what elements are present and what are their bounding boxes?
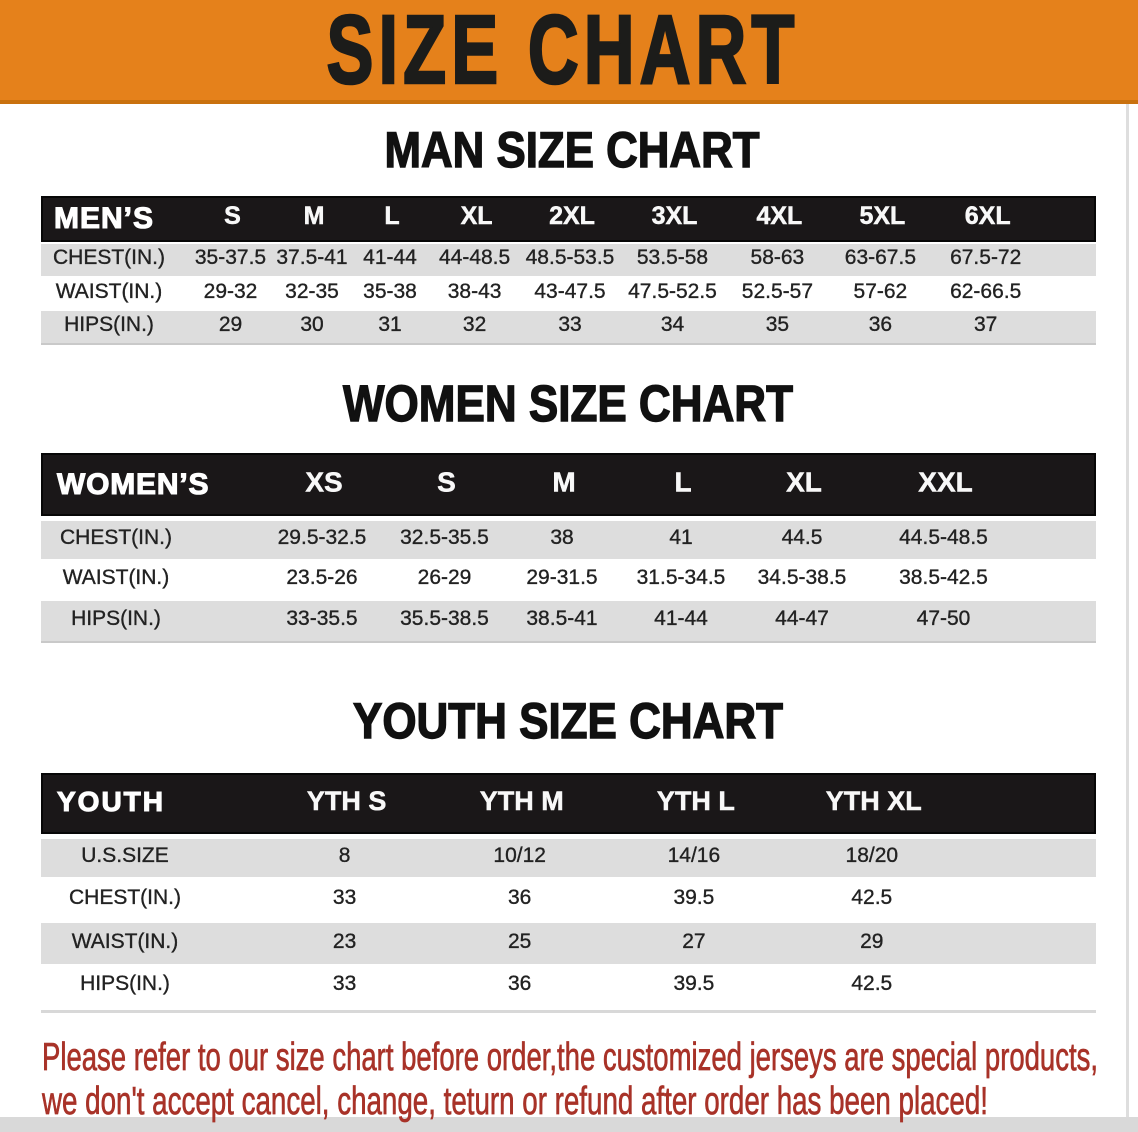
svg-text:we don't accept cancel, change: we don't accept cancel, change, teturn o…	[41, 1080, 988, 1123]
svg-text:WOMEN SIZE CHART: WOMEN SIZE CHART	[343, 375, 793, 430]
svg-text:SIZE CHART: SIZE CHART	[327, 0, 800, 104]
svg-text:MAN SIZE CHART: MAN SIZE CHART	[385, 122, 760, 175]
svg-text:Please refer to our size chart: Please refer to our size chart before or…	[42, 1036, 1098, 1079]
svg-text:YOUTH SIZE CHART: YOUTH SIZE CHART	[353, 693, 783, 748]
